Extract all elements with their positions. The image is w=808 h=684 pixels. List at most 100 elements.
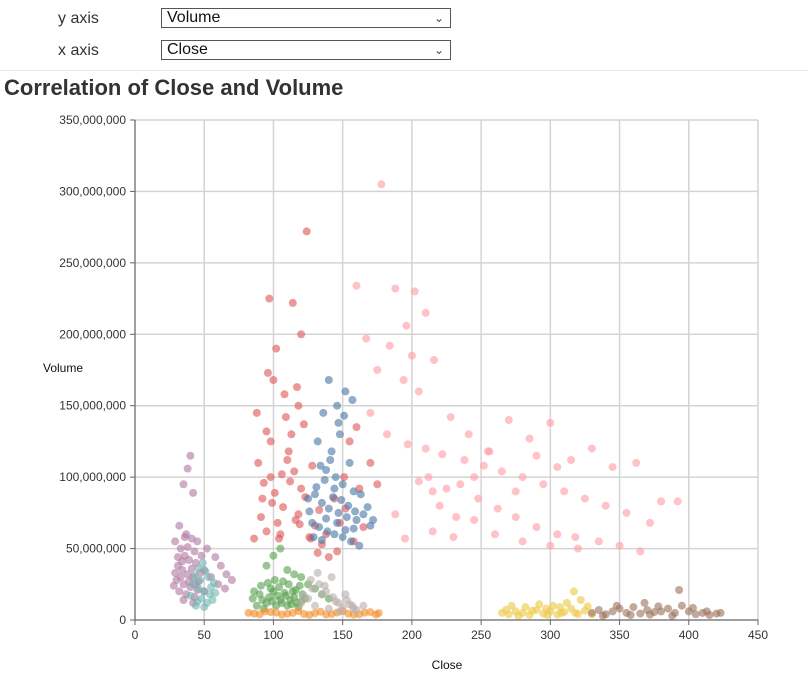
data-point [171, 568, 180, 577]
data-point [211, 588, 220, 597]
data-point [688, 603, 697, 612]
data-point [560, 487, 569, 496]
data-point [518, 537, 527, 546]
data-point [345, 437, 354, 446]
y-tick-label: 50,000,000 [66, 542, 126, 556]
data-point [281, 413, 290, 422]
data-point [528, 606, 537, 615]
x-axis-select-value: Close [167, 41, 208, 58]
series-7 [297, 568, 368, 616]
data-point [269, 551, 278, 560]
data-point [252, 601, 261, 610]
data-point [514, 611, 523, 620]
data-point [330, 530, 339, 539]
data-point [189, 488, 198, 497]
data-point [193, 537, 202, 546]
data-point [553, 530, 562, 539]
data-point [179, 480, 188, 489]
data-point [349, 524, 358, 533]
data-point [297, 598, 306, 607]
data-point [355, 541, 364, 550]
chevron-down-icon: ⌄ [433, 43, 444, 57]
data-point [280, 390, 289, 399]
data-point [316, 607, 325, 616]
data-point [319, 408, 328, 417]
data-point [259, 478, 268, 487]
data-point [484, 447, 492, 456]
data-point [198, 558, 207, 567]
data-point [539, 480, 548, 489]
data-point [341, 387, 350, 396]
data-point [532, 451, 541, 460]
data-point [313, 568, 322, 577]
y-tick-label: 200,000,000 [59, 327, 126, 341]
data-point [414, 477, 423, 486]
data-point [221, 584, 229, 593]
x-axis-select[interactable]: Close ⌄ [161, 40, 451, 60]
data-point [675, 586, 684, 594]
data-point [664, 604, 672, 613]
data-point [410, 287, 419, 296]
data-point [324, 604, 333, 613]
data-point [351, 507, 360, 516]
data-point [262, 561, 271, 570]
data-point [449, 533, 458, 542]
data-point [295, 520, 304, 529]
data-point [268, 498, 277, 507]
data-point [341, 590, 350, 599]
data-point [337, 496, 346, 504]
data-point [288, 587, 297, 596]
data-point [352, 516, 361, 524]
data-point [257, 581, 265, 590]
data-point [176, 544, 185, 553]
data-point [456, 480, 465, 489]
data-point [338, 533, 347, 542]
data-point [189, 580, 198, 589]
data-point [208, 596, 217, 604]
data-point [193, 597, 202, 606]
series-3 [169, 451, 236, 607]
data-point [493, 504, 502, 513]
data-point [175, 587, 184, 596]
data-point [571, 533, 580, 542]
data-point [362, 334, 371, 343]
data-point [421, 444, 430, 453]
x-tick-label: 400 [679, 628, 699, 642]
data-point [266, 473, 275, 482]
data-point [371, 610, 380, 619]
data-point [335, 430, 344, 439]
data-point [305, 507, 314, 516]
y-axis-select[interactable]: Volume ⌄ [161, 8, 451, 28]
data-point [211, 553, 220, 562]
data-point [542, 604, 551, 613]
data-point [171, 537, 180, 546]
y-axis-control: y axis Volume ⌄ [0, 8, 808, 32]
data-point [402, 321, 411, 330]
data-point [185, 556, 193, 564]
data-point [373, 366, 382, 374]
data-point [569, 587, 578, 596]
data-point [327, 447, 336, 456]
axis-controls: y axis Volume ⌄ x axis Close ⌄ [0, 0, 808, 71]
data-point [474, 494, 483, 503]
data-point [294, 607, 303, 616]
data-point [190, 571, 199, 580]
data-point [702, 607, 711, 616]
data-point [507, 601, 516, 610]
x-axis-control: x axis Close ⌄ [0, 40, 808, 64]
data-point [216, 561, 225, 570]
data-point [183, 464, 192, 473]
data-point [275, 534, 283, 543]
data-point [428, 527, 437, 536]
data-point [290, 467, 299, 476]
data-point [305, 610, 314, 619]
data-point [359, 523, 368, 532]
data-point [227, 576, 236, 584]
data-point [333, 547, 342, 556]
data-point [352, 423, 361, 432]
data-point [348, 601, 357, 610]
data-point [341, 526, 350, 534]
data-point [567, 456, 576, 464]
data-point [169, 581, 178, 590]
data-point [183, 543, 192, 552]
